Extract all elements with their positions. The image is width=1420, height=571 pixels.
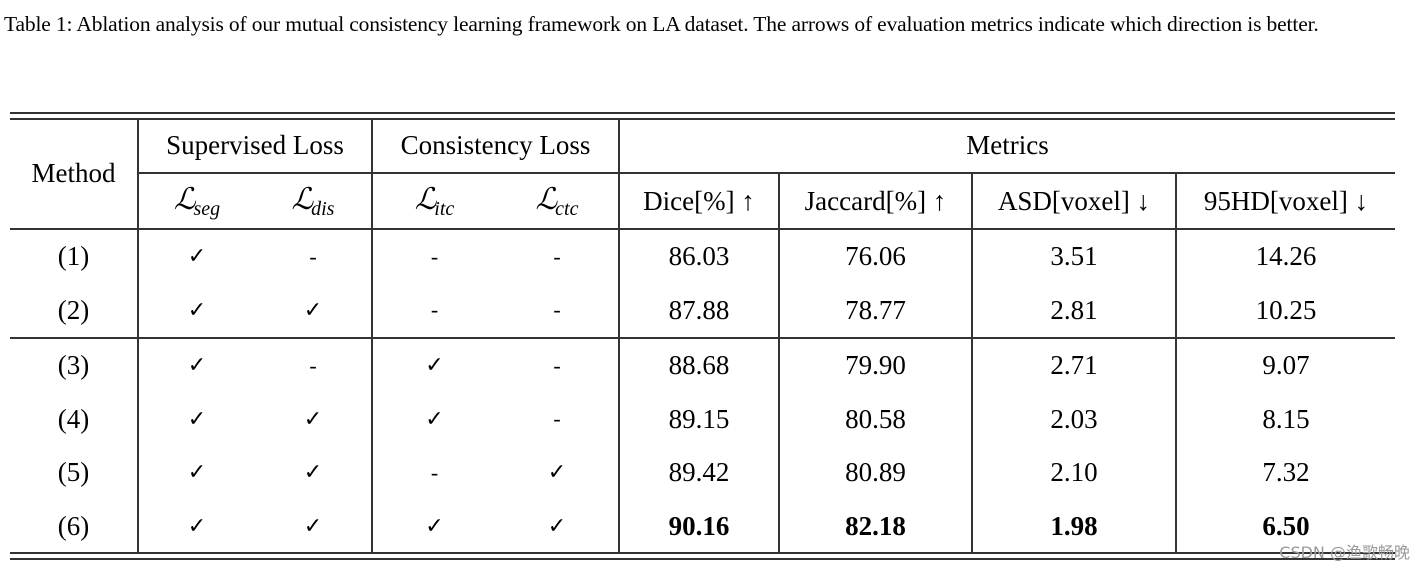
- cell-dis: ✓: [255, 283, 373, 338]
- row-method: (3): [10, 337, 139, 393]
- cell-jaccard: 80.89: [779, 446, 974, 500]
- cell-95hd: 8.15: [1262, 403, 1310, 434]
- header-asd: ASD[voxel] ↓: [972, 173, 1178, 230]
- row-method: (5): [10, 446, 139, 500]
- cell-itc: ✓: [425, 513, 444, 539]
- cell-asd: 2.71: [972, 337, 1178, 393]
- watermark: CSDN @渔歌畅晚: [1279, 543, 1410, 562]
- header-method: Method: [10, 118, 139, 230]
- cell-ctc: ✓: [496, 499, 621, 553]
- cell-dis: ✓: [255, 499, 373, 553]
- cell-95hd: 6.50: [1262, 510, 1310, 541]
- cell-dis: ✓: [255, 446, 373, 500]
- table-row: (5) ✓ ✓ - ✓ 89.42 80.89 2.10 7.32: [10, 446, 1395, 500]
- header-jaccard: Jaccard[%] ↑: [779, 173, 974, 230]
- row-method: (4): [10, 392, 139, 446]
- table-caption: Table 1: Ablation analysis of our mutual…: [4, 12, 1319, 36]
- cell-dice: 87.88: [619, 283, 781, 338]
- cell-asd: 2.10: [972, 446, 1178, 500]
- cell-itc: -: [430, 297, 439, 323]
- cell-dis: -: [255, 337, 373, 393]
- cell-ctc: -: [496, 392, 621, 446]
- header-supervised-loss: Supervised Loss: [138, 118, 373, 174]
- cell-dice: 90.16: [619, 499, 781, 553]
- cell-jaccard: 76.06: [779, 229, 974, 284]
- header-95hd: 95HD[voxel] ↓: [1176, 173, 1396, 230]
- cell-95hd: 7.32: [1262, 457, 1310, 488]
- cell-dis: -: [255, 229, 373, 284]
- cell-asd: 3.51: [972, 229, 1178, 284]
- bottom-rule: [10, 552, 1395, 554]
- cell-itc: ✓: [425, 406, 444, 432]
- cell-jaccard: 82.18: [779, 499, 974, 553]
- cell-dice: 88.68: [619, 337, 781, 393]
- table-row: (3) ✓ - ✓ - 88.68 79.90 2.71 9.07: [10, 337, 1396, 393]
- cell-itc: ✓: [372, 337, 496, 393]
- table-row: (4) ✓ ✓ ✓ - 89.15 80.58 2.03 8.15: [10, 392, 1395, 446]
- cell-seg: ✓: [187, 460, 207, 486]
- cell-asd: 2.81: [972, 283, 1178, 338]
- cell-itc: -: [430, 459, 439, 485]
- header-consistency-loss: Consistency Loss: [372, 118, 621, 174]
- cell-ctc: -: [496, 283, 621, 338]
- cell-asd: 1.98: [972, 499, 1178, 553]
- cell-seg: ✓: [187, 513, 207, 539]
- header-loss-ctc: ℒctc: [496, 173, 621, 230]
- cell-dice: 89.42: [619, 446, 781, 500]
- bottom-rule-outer: [10, 558, 1395, 560]
- table-row-best: (6) ✓ ✓ ✓ ✓ 90.16 82.18 1.98 6.50: [10, 499, 1395, 553]
- cell-seg: ✓: [187, 244, 207, 270]
- row-method: (1): [10, 229, 139, 284]
- cell-dis: ✓: [255, 392, 373, 446]
- header-metrics: Metrics: [619, 118, 1396, 174]
- header-loss-seg: ℒseg: [138, 173, 255, 230]
- cell-dice: 86.03: [619, 229, 781, 284]
- cell-seg: ✓: [187, 406, 207, 432]
- header-loss-dis: ℒdis: [255, 173, 373, 230]
- cell-seg: ✓: [138, 337, 255, 393]
- cell-95hd: 10.25: [1255, 294, 1317, 325]
- cell-95hd: 9.07: [1176, 337, 1396, 393]
- cell-itc: -: [430, 243, 439, 269]
- row-method: (2): [10, 283, 139, 338]
- header-loss-itc: ℒitc: [372, 173, 496, 230]
- header-dice: Dice[%] ↑: [619, 173, 781, 230]
- row-method: (6): [10, 499, 139, 553]
- cell-jaccard: 78.77: [779, 283, 974, 338]
- cell-jaccard: 79.90: [779, 337, 974, 393]
- table-row: (1) ✓ - - - 86.03 76.06 3.51 14.26: [10, 229, 1395, 284]
- cell-jaccard: 80.58: [779, 392, 974, 446]
- cell-ctc: -: [496, 229, 621, 284]
- table-row: (2) ✓ ✓ - - 87.88 78.77 2.81 10.25: [10, 283, 1395, 338]
- ablation-table: Method Supervised Loss Consistency Loss …: [10, 118, 1396, 553]
- cell-95hd: 14.26: [1255, 241, 1317, 272]
- cell-ctc: -: [496, 337, 621, 393]
- cell-dice: 89.15: [619, 392, 781, 446]
- cell-ctc: ✓: [496, 446, 621, 500]
- cell-asd: 2.03: [972, 392, 1178, 446]
- top-rule: [10, 112, 1395, 114]
- cell-seg: ✓: [187, 297, 207, 323]
